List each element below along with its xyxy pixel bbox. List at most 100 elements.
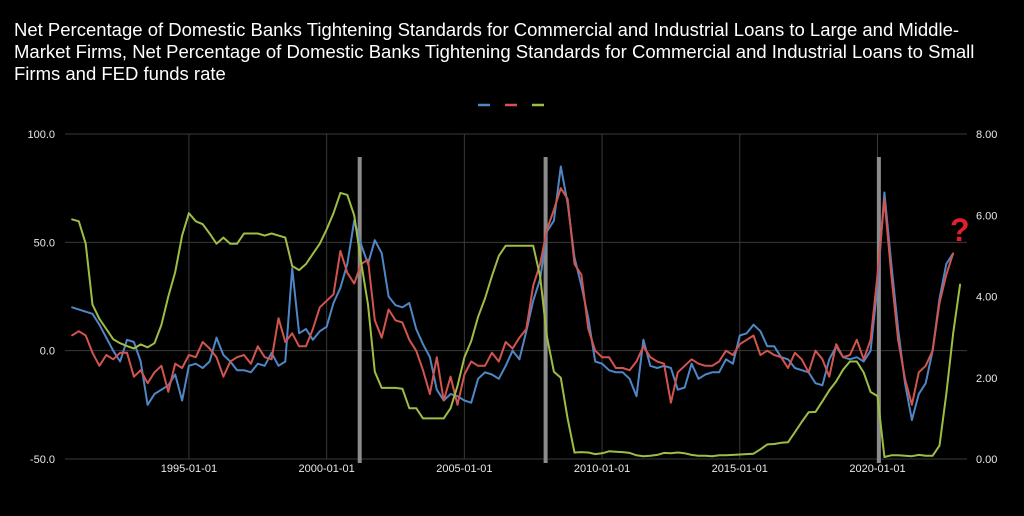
data-point bbox=[188, 354, 190, 356]
data-point bbox=[484, 371, 486, 374]
data-point bbox=[174, 373, 176, 376]
x-tick-label: 2005-01-01 bbox=[436, 463, 492, 475]
data-point bbox=[924, 365, 927, 367]
data-point bbox=[539, 275, 541, 278]
data-point bbox=[360, 243, 362, 246]
axis-ticks: 100.0 50.0 0.0 -50.0 1995-01-01 2000-01-01 200… bbox=[27, 129, 997, 475]
data-point bbox=[842, 368, 844, 371]
data-point bbox=[615, 450, 617, 453]
data-point bbox=[126, 352, 128, 354]
data-point bbox=[814, 349, 817, 352]
data-point bbox=[436, 417, 438, 420]
data-point bbox=[725, 454, 727, 457]
data-point bbox=[463, 373, 466, 376]
data-point bbox=[546, 228, 548, 231]
data-point bbox=[305, 345, 307, 348]
data-point bbox=[291, 267, 294, 270]
data-point bbox=[319, 242, 321, 245]
data-point bbox=[608, 369, 610, 372]
data-point bbox=[153, 371, 156, 374]
data-point bbox=[876, 395, 879, 397]
data-point bbox=[312, 339, 314, 341]
y-right-tick-label: 0.00 bbox=[976, 454, 997, 466]
series-points-2 bbox=[71, 187, 954, 406]
data-point bbox=[890, 454, 893, 457]
data-point bbox=[697, 455, 700, 457]
data-point bbox=[119, 342, 121, 345]
data-point bbox=[849, 360, 851, 363]
data-point bbox=[98, 365, 101, 367]
data-point bbox=[615, 367, 617, 369]
data-point bbox=[704, 365, 707, 367]
data-point bbox=[883, 191, 886, 194]
data-point bbox=[677, 451, 679, 454]
data-point bbox=[250, 232, 252, 235]
data-point bbox=[408, 407, 411, 410]
data-point bbox=[305, 263, 307, 265]
data-point bbox=[236, 356, 238, 359]
data-point bbox=[119, 360, 121, 363]
data-point bbox=[745, 339, 748, 341]
data-point bbox=[401, 387, 404, 390]
data-point bbox=[663, 362, 665, 365]
data-point bbox=[215, 336, 218, 339]
data-point bbox=[594, 453, 596, 455]
data-point bbox=[663, 452, 665, 454]
data-point bbox=[195, 362, 197, 365]
data-point bbox=[780, 442, 782, 444]
data-point bbox=[732, 362, 734, 365]
data-point bbox=[849, 358, 851, 361]
data-point bbox=[952, 332, 954, 334]
data-point bbox=[470, 360, 473, 363]
data-point bbox=[821, 384, 824, 387]
data-point bbox=[690, 362, 693, 365]
data-point bbox=[580, 451, 583, 453]
data-point bbox=[319, 306, 321, 309]
data-point bbox=[201, 223, 204, 225]
data-point bbox=[794, 352, 796, 354]
data-point bbox=[325, 326, 328, 328]
data-point bbox=[463, 399, 466, 402]
data-point bbox=[621, 451, 624, 453]
data-point bbox=[463, 356, 466, 359]
data-point bbox=[539, 263, 541, 265]
data-point bbox=[601, 356, 603, 359]
x-tick-label: 2015-01-01 bbox=[712, 463, 768, 475]
data-point bbox=[442, 399, 445, 402]
data-point bbox=[174, 362, 176, 365]
data-point bbox=[374, 319, 376, 322]
data-point bbox=[711, 371, 713, 374]
data-point bbox=[711, 365, 713, 367]
data-point bbox=[126, 345, 128, 347]
data-point bbox=[415, 349, 418, 352]
data-point bbox=[112, 358, 114, 361]
question-annotation: ? bbox=[950, 212, 970, 248]
data-point bbox=[649, 356, 652, 359]
data-point bbox=[160, 388, 163, 391]
data-point bbox=[938, 302, 941, 304]
data-point bbox=[208, 347, 211, 350]
data-point bbox=[628, 452, 631, 454]
data-point bbox=[931, 455, 934, 457]
series-line-2 bbox=[71, 187, 955, 406]
data-point bbox=[119, 352, 121, 354]
data-point bbox=[332, 293, 335, 296]
data-point bbox=[477, 378, 479, 380]
data-point bbox=[732, 354, 734, 356]
data-point bbox=[704, 455, 707, 457]
data-point bbox=[862, 360, 865, 363]
data-point bbox=[188, 212, 190, 214]
data-point bbox=[146, 382, 149, 385]
data-point bbox=[401, 321, 404, 324]
data-point bbox=[670, 401, 672, 404]
data-point bbox=[635, 360, 638, 363]
data-point bbox=[380, 252, 383, 254]
data-point bbox=[491, 275, 493, 278]
data-point bbox=[752, 334, 755, 337]
data-point bbox=[525, 244, 528, 247]
data-point bbox=[628, 378, 631, 380]
data-point bbox=[773, 345, 775, 348]
data-point bbox=[945, 393, 948, 395]
data-point bbox=[656, 454, 658, 456]
data-point bbox=[449, 407, 452, 410]
